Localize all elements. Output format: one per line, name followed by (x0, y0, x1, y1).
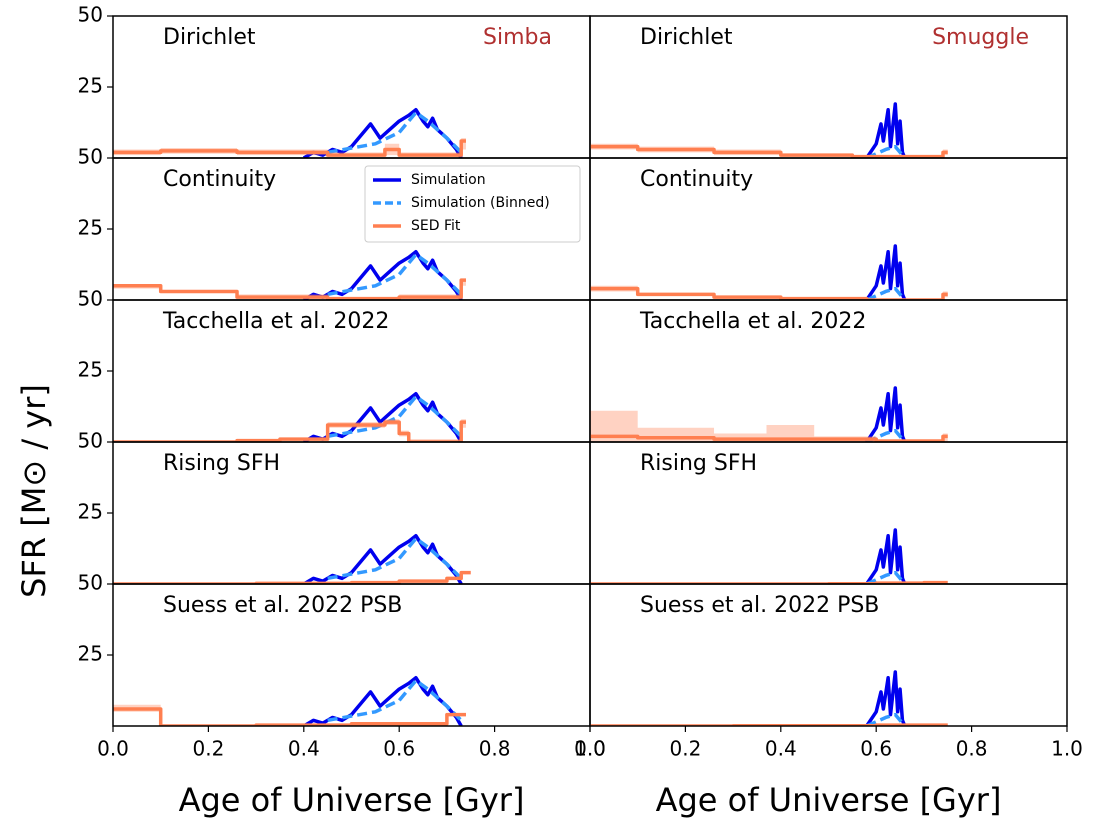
y-tick-label: 25 (78, 74, 103, 98)
x-tick-label: 0.6 (860, 737, 892, 761)
y-tick-label: 25 (78, 216, 103, 240)
panel-title: Tacchella et al. 2022 (639, 309, 866, 334)
plot-area (113, 391, 466, 442)
series-line (327, 394, 463, 439)
series-line (113, 570, 471, 584)
series-line (113, 707, 466, 726)
y-tick-label: 25 (78, 500, 103, 524)
series-line (865, 286, 907, 300)
panel-title: Suess et al. 2022 PSB (163, 593, 402, 618)
plot-area (590, 670, 948, 726)
panel-annotation: Simba (483, 25, 552, 50)
plot-area (113, 675, 466, 726)
x-tick-label: 1.0 (1051, 737, 1083, 761)
x-axis-label: Age of Universe [Gyr] (179, 781, 525, 819)
legend-box (364, 165, 581, 243)
y-tick-label: 25 (78, 642, 103, 666)
series-line (327, 678, 463, 723)
series-line (865, 428, 907, 442)
series-line (865, 386, 907, 442)
legend-label: Simulation (Binned) (411, 195, 550, 211)
series-line (327, 252, 463, 297)
y-tick-label: 50 (78, 145, 103, 169)
axes-frame (589, 583, 1068, 727)
uncertainty-band (590, 410, 948, 442)
series-line (865, 102, 907, 158)
panel-title: Dirichlet (163, 25, 256, 50)
x-tick-label: 0.0 (97, 737, 129, 761)
y-tick-label: 50 (78, 429, 103, 453)
series-line (113, 420, 466, 442)
plot-area (113, 107, 466, 158)
y-tick-label: 25 (78, 358, 103, 382)
panel-title: Continuity (163, 167, 276, 192)
y-axis-label: SFR [M⊙ / yr] (15, 384, 53, 598)
legend-label: SED Fit (411, 218, 461, 234)
series-line (327, 536, 463, 581)
x-tick-label: 0.6 (383, 737, 415, 761)
plot-area (590, 528, 948, 584)
x-tick-label: 0.4 (765, 737, 797, 761)
series-line (865, 670, 907, 726)
x-tick-label: 0.8 (479, 737, 511, 761)
series-line (865, 570, 907, 584)
series-line (113, 278, 466, 300)
series-line (865, 144, 907, 158)
plot-area (113, 249, 466, 300)
series-line (865, 712, 907, 726)
x-tick-label: 0.2 (669, 737, 701, 761)
panel-title: Rising SFH (640, 451, 757, 476)
series-line (590, 144, 948, 158)
x-tick-label: 0.8 (956, 737, 988, 761)
x-tick-label: 0.2 (192, 737, 224, 761)
plot-area (113, 533, 471, 584)
panel-title: Rising SFH (163, 451, 280, 476)
panel-annotation: Smuggle (932, 25, 1029, 50)
panel-title: Dirichlet (640, 25, 733, 50)
series-line (590, 434, 948, 442)
series-line (865, 528, 907, 584)
legend-label: Simulation (411, 172, 486, 188)
series-line (590, 286, 948, 300)
series-line (113, 139, 466, 157)
plot-area (590, 244, 948, 300)
y-tick-label: 50 (78, 571, 103, 595)
x-tick-label: 0.0 (574, 737, 606, 761)
panel-title: Suess et al. 2022 PSB (640, 593, 879, 618)
series-line (865, 244, 907, 300)
x-tick-label: 1.0 (574, 737, 606, 761)
y-tick-label: 50 (78, 287, 103, 311)
series-line (327, 110, 463, 155)
x-tick-label: 0.4 (288, 737, 320, 761)
plot-area (590, 386, 948, 442)
panel-title: Continuity (640, 167, 753, 192)
y-tick-label: 50 (78, 3, 103, 27)
panel-title: Tacchella et al. 2022 (162, 309, 389, 334)
x-axis-label: Age of Universe [Gyr] (656, 781, 1002, 819)
plot-area (590, 102, 948, 158)
